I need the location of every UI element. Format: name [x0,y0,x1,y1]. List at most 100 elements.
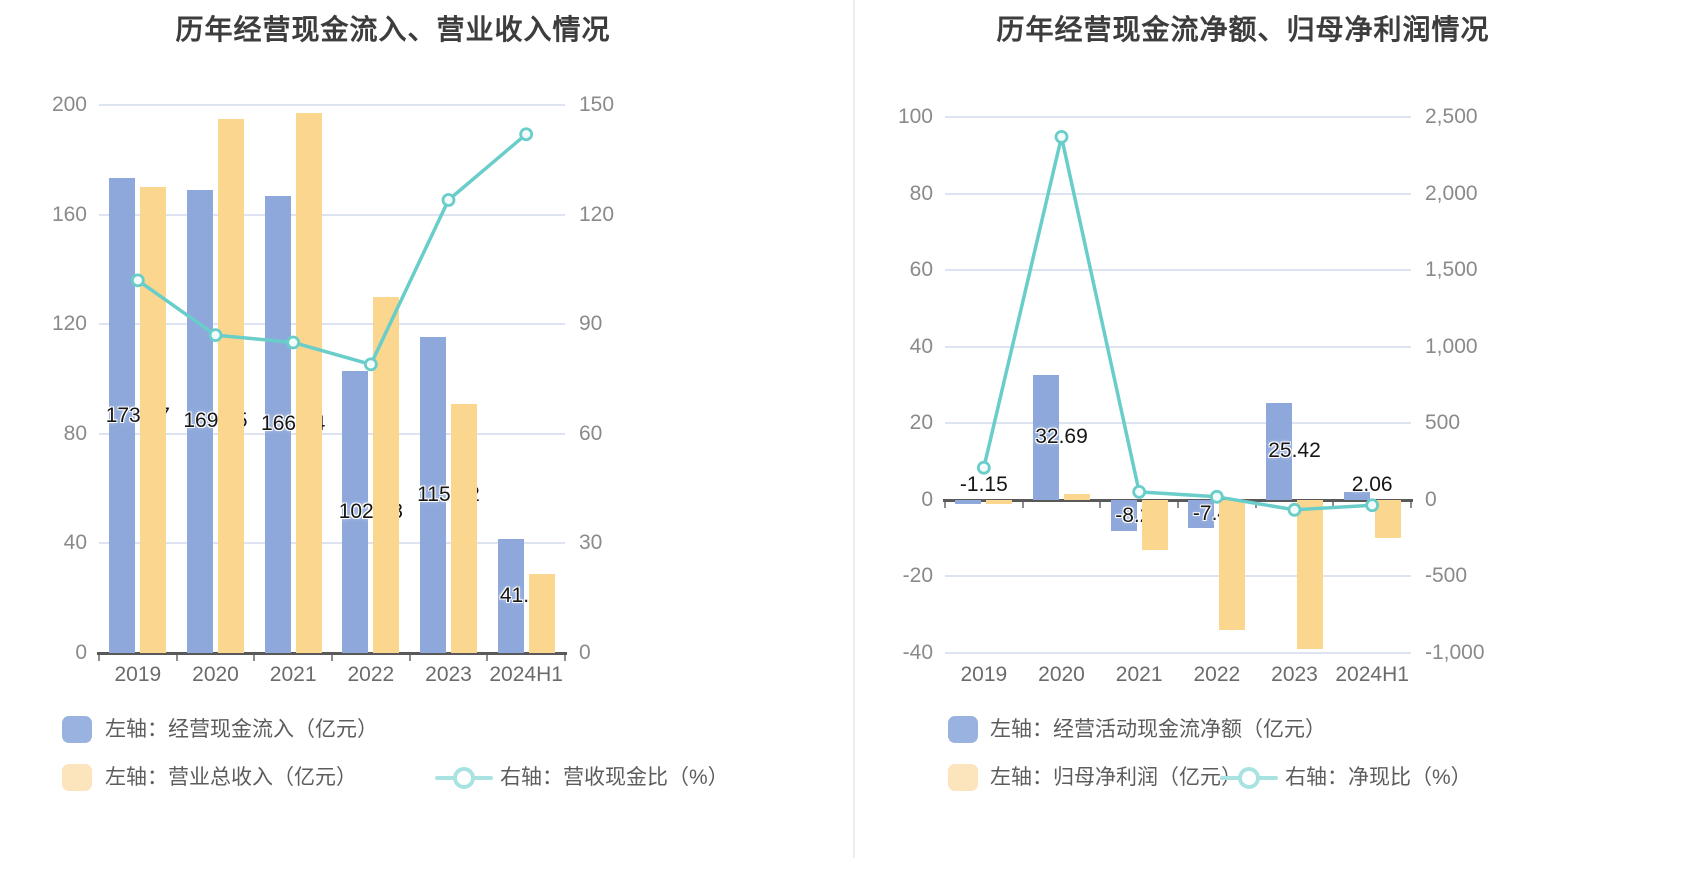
y-axis-label-left: 60 [909,258,933,282]
y-axis-label-right: 0 [579,641,591,664]
y-axis-label-right: 500 [1425,411,1461,435]
bar-value-label: 25.42 [1268,439,1321,463]
gridline [945,652,1411,654]
x-axis-label: 2022 [1193,663,1241,686]
y-axis-label-left: 80 [63,421,87,445]
x-axis-tick [175,655,178,661]
chart-panel-cashflow-revenue: 历年经营现金流入、营业收入情况 200 150 160 120 120 90 80 60 40 3… [51,14,729,791]
y-axis-label-left: 40 [909,334,933,358]
bar-value-label: 32.69 [1035,425,1088,449]
y-axis-label-left: 120 [51,312,87,336]
y-axis-label-right: -1,000 [1425,641,1485,664]
legend-swatch-series1[interactable] [62,716,92,743]
chart-panel-netcash-netprofit: 历年经营现金流净额、归母净利润情况 100 2,500 80 2,000 60 1,500… [850,0,1700,874]
legend-label-series1[interactable]: 左轴：经营活动现金流净额（亿元） [990,718,1326,741]
legend-label-series1[interactable]: 左轴：经营现金流入（亿元） [105,718,378,741]
y-axis-label-left: -20 [902,564,933,588]
bar-series1-2024H1[interactable] [497,538,524,653]
y-axis-label-right: 120 [579,202,615,226]
bar-series2-2022[interactable] [1219,499,1246,630]
bar-series2-2021[interactable] [1141,499,1168,550]
x-axis-label: 2023 [1271,663,1318,686]
y-axis-label-left: -40 [902,641,933,664]
trend-point[interactable] [1054,130,1069,144]
x-axis-label: 2021 [1115,663,1163,686]
x-axis-tick [944,501,946,508]
legend-swatch-series2[interactable] [948,764,978,791]
legend-swatch-series1[interactable] [948,716,978,743]
x-axis-label: 2023 [425,663,472,686]
bar-value-label: 41.67 [499,583,553,607]
bar-series2-2023[interactable] [1297,499,1323,650]
chart-title-left: 历年经营现金流入、营业收入情况 [175,14,611,45]
gridline [945,575,1411,578]
legend-line-ring [453,766,475,789]
trend-point[interactable] [519,127,534,142]
x-axis-label: 2019 [114,663,162,686]
bar-series1-2019[interactable] [955,499,982,505]
legend-line-marker-icon[interactable] [1220,764,1278,791]
legend-label-series3[interactable]: 右轴：营收现金比（%） [500,766,729,789]
gridline [99,323,565,326]
x-axis-tick [564,655,566,661]
bar-value-label: -1.15 [959,472,1008,496]
x-axis-label: 2024H1 [1335,663,1409,686]
bar-series1-2022[interactable] [342,371,369,653]
legend-swatch-series2[interactable] [62,764,92,791]
y-axis-label-right: 30 [579,531,603,555]
bar-series2-2019[interactable] [140,187,167,653]
y-axis-label-right: 0 [1425,487,1437,511]
x-axis-tick [1021,501,1024,508]
y-axis-label-right: 1,500 [1425,258,1478,282]
gridline [945,269,1411,272]
bar-series2-2020[interactable] [218,118,244,653]
x-axis-label: 2021 [269,663,317,686]
legend-label-series2[interactable]: 左轴：营业总收入（亿元） [105,766,357,789]
bar-series2-2024H1[interactable] [528,573,555,653]
bar-series2-2019[interactable] [986,499,1013,504]
legend-label-series2[interactable]: 左轴：归母净利润（亿元） [990,766,1242,789]
bar-series2-2020[interactable] [1064,494,1090,500]
x-axis-label: 2020 [192,663,239,686]
y-axis-label-left: 100 [897,105,933,128]
bar-series2-2024H1[interactable] [1374,499,1401,539]
x-axis-tick [1332,501,1335,508]
x-axis-tick [486,655,489,661]
gridline [945,422,1411,425]
y-axis-label-left: 160 [51,202,87,226]
bar-series2-2022[interactable] [373,296,400,653]
x-axis-line [97,652,567,655]
gridline [99,104,565,106]
x-axis-label: 2019 [960,663,1008,686]
bar-series1-2019[interactable] [109,178,136,653]
y-axis-label-left: 80 [909,181,933,205]
bar-series2-2021[interactable] [295,113,322,653]
trend-point[interactable] [441,193,456,207]
x-axis-tick [253,655,256,661]
legend-line-ring [1238,766,1260,789]
gridline [945,345,1411,348]
y-axis-label-left: 40 [63,531,87,555]
bar-series2-2023[interactable] [451,403,477,653]
y-axis-label-right: 2,000 [1425,181,1478,205]
legend-line-marker-icon[interactable] [435,764,493,791]
gridline [945,116,1411,118]
y-axis-label-left: 0 [921,487,933,511]
x-axis-tick [98,655,100,661]
x-axis-label: 2020 [1038,663,1085,686]
x-axis-tick [1410,501,1412,508]
bar-series1-2023[interactable] [420,337,446,653]
y-axis-label-right: 1,000 [1425,334,1478,358]
bar-value-label: 115.22 [417,483,480,507]
bar-value-label: 166.94 [261,412,326,436]
gridline [945,192,1411,195]
x-axis-tick [331,655,333,661]
trend-point[interactable] [976,460,991,475]
legend-label-series3[interactable]: 右轴：净现比（%） [1285,766,1472,789]
y-axis-label-right: -500 [1425,564,1468,588]
trend-point[interactable] [1132,484,1147,499]
y-axis-label-right: 150 [579,93,615,116]
y-axis-label-right: 90 [579,312,603,336]
gridline [99,432,565,435]
